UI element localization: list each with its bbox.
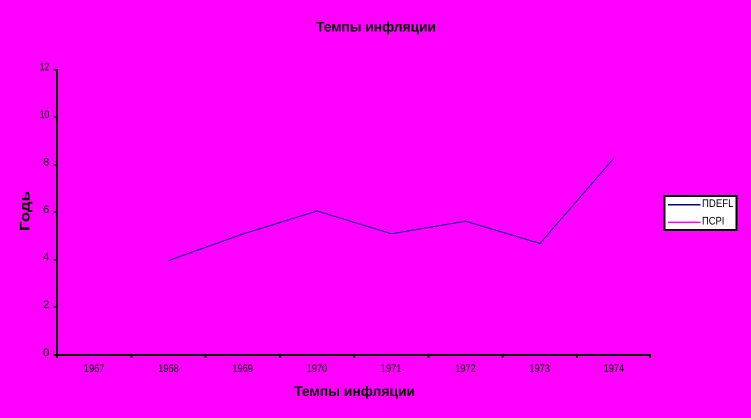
svg-text:1974: 1974 <box>604 363 625 375</box>
svg-text:1973: 1973 <box>529 363 550 375</box>
svg-text:6: 6 <box>43 204 49 216</box>
svg-text:1971: 1971 <box>381 363 402 375</box>
svg-text:ПDEFL: ПDEFL <box>702 198 734 210</box>
svg-text:1967: 1967 <box>84 363 105 375</box>
svg-text:1970: 1970 <box>307 363 328 375</box>
svg-text:ПCPI: ПCPI <box>702 216 724 228</box>
svg-text:1969: 1969 <box>232 363 253 375</box>
svg-text:1972: 1972 <box>455 363 476 375</box>
svg-text:Темпы инфляции: Темпы инфляции <box>294 383 415 399</box>
svg-text:Годь: Годь <box>17 191 33 231</box>
svg-text:10: 10 <box>40 109 50 121</box>
svg-text:12: 12 <box>40 61 50 73</box>
svg-text:2: 2 <box>43 299 49 311</box>
svg-text:Темпы инфляции: Темпы инфляции <box>316 19 436 35</box>
svg-text:4: 4 <box>43 252 49 264</box>
svg-text:8: 8 <box>43 157 49 169</box>
svg-text:1968: 1968 <box>158 363 179 375</box>
svg-text:0: 0 <box>43 347 49 359</box>
